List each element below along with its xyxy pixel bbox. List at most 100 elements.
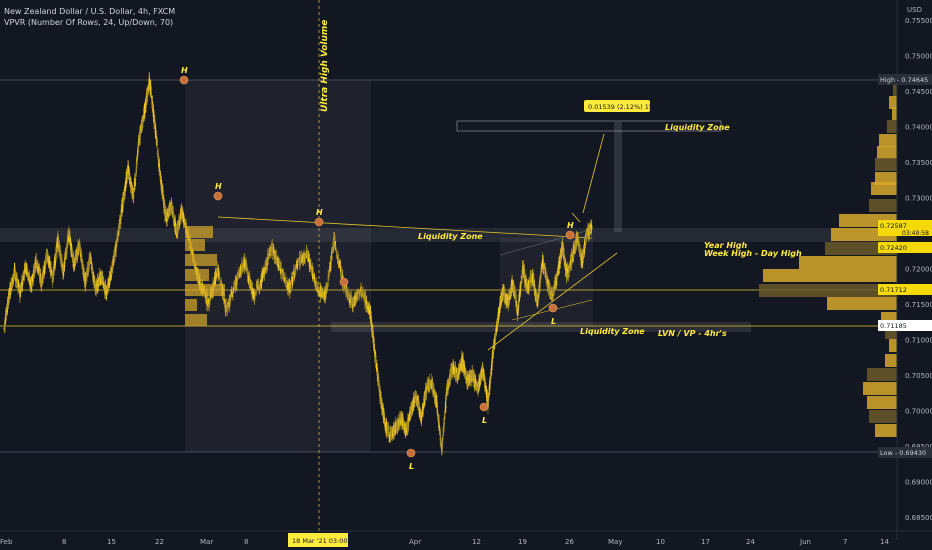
time-tick: 12 (472, 538, 481, 546)
candle-body (304, 255, 306, 258)
candle-body (278, 265, 280, 267)
candle-body (585, 234, 587, 241)
candle-body (311, 270, 313, 276)
candle-body (266, 262, 269, 266)
candle-body (160, 180, 163, 185)
candle-body (69, 235, 71, 240)
liquidity-band-top (0, 228, 897, 242)
candle-body (451, 364, 453, 366)
candle-body (462, 358, 464, 362)
vp-left-bar (185, 239, 205, 251)
candle-body (11, 286, 13, 290)
candle-body (477, 385, 479, 390)
pivot-marker[interactable] (406, 448, 416, 458)
candle-body (294, 267, 297, 274)
candle-body (360, 287, 363, 296)
candle-body (356, 293, 358, 299)
candle-body (517, 308, 519, 316)
price-badge-text: Low - 0.69430 (880, 449, 926, 457)
candle-body (506, 297, 508, 299)
candle-body (524, 273, 526, 280)
candle-body (388, 426, 390, 429)
symbol-title[interactable]: New Zealand Dollar / U.S. Dollar, 4h, FX… (4, 7, 176, 16)
candle-body (101, 275, 103, 277)
candle-body (247, 276, 249, 282)
candle-body (479, 381, 481, 385)
candle-body (229, 302, 231, 304)
candle-body (521, 270, 523, 273)
candle-body (105, 296, 108, 299)
candle-body (217, 269, 219, 274)
candle-body (329, 266, 331, 271)
vp-bar (867, 368, 897, 381)
pivot-marker[interactable] (179, 75, 189, 85)
candle-body (376, 367, 379, 370)
price-badge (878, 320, 932, 331)
candle-body (347, 290, 350, 292)
candle-body (410, 410, 413, 415)
candle-body (376, 363, 378, 372)
pivot-marker[interactable] (314, 217, 324, 227)
pivot-marker[interactable] (565, 230, 575, 240)
candle-body (457, 377, 459, 379)
price-tick: 0.71000 (905, 337, 932, 345)
candle-body (375, 355, 377, 358)
candle-body (436, 409, 438, 415)
candle-body (80, 259, 82, 261)
candle-body (367, 306, 369, 311)
candle-body (65, 258, 67, 260)
candle-body (436, 400, 438, 407)
candle-body (473, 374, 476, 378)
candle-body (288, 282, 290, 288)
candle-body (377, 374, 379, 376)
candle-body (380, 398, 383, 399)
vp-left-bar (185, 314, 207, 326)
candle-body (226, 306, 228, 314)
candle-body (455, 376, 457, 378)
time-tick: Feb (0, 538, 13, 546)
candle-body (321, 289, 323, 290)
candle-body (293, 270, 295, 274)
vp-bar (799, 256, 897, 269)
candle-body (556, 275, 558, 280)
candle-body (18, 285, 21, 287)
pivot-marker[interactable] (548, 303, 558, 313)
candle-body (199, 278, 201, 286)
candle-body (83, 274, 85, 276)
indicator-title[interactable]: VPVR (Number Of Rows, 24, Up/Down, 70) (4, 18, 174, 27)
candle-body (9, 293, 11, 295)
candle-body (495, 329, 497, 333)
candle-body (257, 281, 260, 288)
candle-body (279, 268, 282, 274)
candle-body (102, 286, 104, 289)
candle-body (336, 254, 338, 257)
candle-body (378, 380, 380, 382)
candle-body (456, 368, 458, 370)
pivot-marker[interactable] (339, 277, 349, 287)
candle-body (493, 345, 495, 349)
candle-body (552, 292, 554, 293)
candle-body (518, 300, 520, 305)
candle-body (276, 257, 278, 260)
candle-body (272, 247, 275, 250)
candle-body (25, 269, 27, 272)
candle-body (190, 250, 192, 253)
candle-body (233, 282, 235, 287)
candle-body (526, 283, 528, 285)
pivot-marker[interactable] (479, 402, 489, 412)
pivot-marker[interactable] (213, 191, 223, 201)
candle-body (246, 275, 249, 277)
candle-body (118, 228, 120, 233)
candle-body (271, 244, 273, 253)
candle-body (65, 248, 67, 257)
candle-body (362, 294, 364, 299)
candle-body (374, 356, 377, 362)
candle-body (231, 294, 234, 296)
candle-body (360, 288, 362, 291)
candle-body (138, 131, 141, 141)
candle-body (41, 283, 43, 286)
candle-body (231, 292, 233, 294)
price-badge-sub: 03:49:58 (902, 230, 929, 237)
candle-body (351, 300, 353, 306)
